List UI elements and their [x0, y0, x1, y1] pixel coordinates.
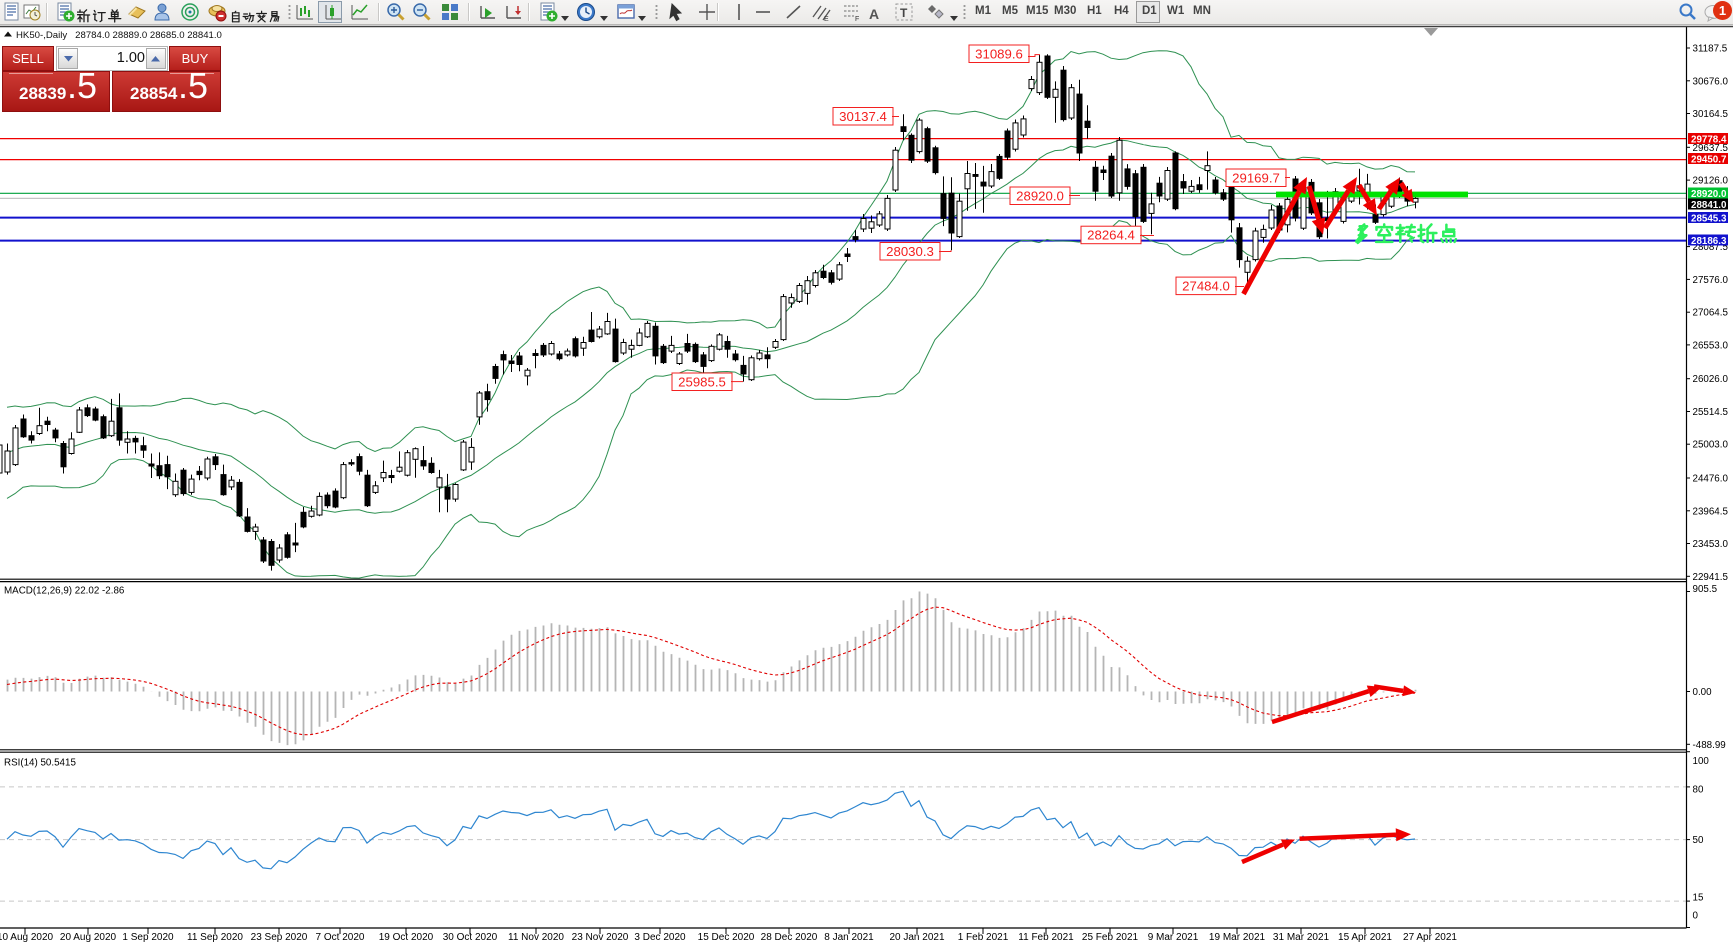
svg-text:23 Sep 2020: 23 Sep 2020 — [251, 932, 308, 943]
svg-text:20 Aug 2020: 20 Aug 2020 — [60, 932, 117, 943]
svg-text:29169.7: 29169.7 — [1232, 171, 1280, 186]
svg-text:27064.5: 27064.5 — [1693, 308, 1729, 319]
svg-text:11 Nov 2020: 11 Nov 2020 — [508, 932, 564, 943]
svg-text:29778.4: 29778.4 — [1691, 134, 1727, 145]
svg-text:29637.5: 29637.5 — [1693, 143, 1729, 154]
svg-text:0: 0 — [1693, 910, 1699, 921]
svg-text:28545.3: 28545.3 — [1691, 213, 1727, 224]
svg-text:E: E — [824, 16, 829, 22]
svg-text:27 Apr 2021: 27 Apr 2021 — [1403, 932, 1457, 943]
svg-text:19 Mar 2021: 19 Mar 2021 — [1209, 932, 1266, 943]
svg-text:28087.5: 28087.5 — [1693, 242, 1729, 253]
svg-text:26553.0: 26553.0 — [1693, 340, 1729, 351]
svg-text:25514.5: 25514.5 — [1693, 407, 1729, 418]
svg-text:28841.0: 28841.0 — [1691, 200, 1727, 211]
svg-text:31089.6: 31089.6 — [975, 47, 1023, 62]
svg-text:15 Apr 2021: 15 Apr 2021 — [1338, 932, 1392, 943]
svg-text:30 Oct 2020: 30 Oct 2020 — [443, 932, 498, 943]
svg-text:26026.0: 26026.0 — [1693, 374, 1729, 385]
svg-text:0.00: 0.00 — [1693, 687, 1713, 698]
svg-text:20 Jan 2021: 20 Jan 2021 — [889, 932, 944, 943]
svg-text:-488.99: -488.99 — [1693, 740, 1726, 751]
svg-text:27576.0: 27576.0 — [1693, 275, 1729, 286]
svg-text:30137.4: 30137.4 — [839, 109, 887, 124]
svg-text:15: 15 — [1693, 893, 1704, 904]
svg-text:19 Oct 2020: 19 Oct 2020 — [379, 932, 434, 943]
svg-text:MACD(12,26,9) 22.02 -2.86: MACD(12,26,9) 22.02 -2.86 — [4, 586, 125, 597]
svg-text:23 Nov 2020: 23 Nov 2020 — [572, 932, 629, 943]
svg-text:8 Jan 2021: 8 Jan 2021 — [824, 932, 874, 943]
svg-text:28920.0: 28920.0 — [1691, 189, 1727, 200]
svg-text:80: 80 — [1693, 785, 1704, 796]
svg-text:23453.0: 23453.0 — [1693, 539, 1729, 550]
svg-text:28 Dec 2020: 28 Dec 2020 — [761, 932, 818, 943]
svg-text:29450.7: 29450.7 — [1691, 154, 1727, 165]
svg-text:905.5: 905.5 — [1693, 584, 1718, 595]
svg-text:1 Feb 2021: 1 Feb 2021 — [958, 932, 1009, 943]
svg-text:30164.5: 30164.5 — [1693, 109, 1729, 120]
svg-text:31 Mar 2021: 31 Mar 2021 — [1273, 932, 1330, 943]
svg-text:F: F — [855, 16, 859, 22]
svg-text:24476.0: 24476.0 — [1693, 474, 1729, 485]
svg-text:25 Feb 2021: 25 Feb 2021 — [1082, 932, 1139, 943]
svg-text:3 Dec 2020: 3 Dec 2020 — [634, 932, 686, 943]
svg-text:23964.5: 23964.5 — [1693, 506, 1729, 517]
svg-text:T: T — [900, 6, 908, 20]
svg-text:27484.0: 27484.0 — [1182, 279, 1230, 294]
svg-text:25003.0: 25003.0 — [1693, 440, 1729, 451]
svg-text:31187.5: 31187.5 — [1693, 44, 1728, 55]
svg-text:25985.5: 25985.5 — [678, 375, 726, 390]
svg-text:7 Oct 2020: 7 Oct 2020 — [316, 932, 365, 943]
svg-text:100: 100 — [1693, 756, 1710, 767]
svg-text:10 Aug 2020: 10 Aug 2020 — [0, 932, 54, 943]
svg-text:28264.4: 28264.4 — [1087, 228, 1135, 243]
svg-text:11 Feb 2021: 11 Feb 2021 — [1018, 932, 1074, 943]
svg-text:28920.0: 28920.0 — [1016, 189, 1064, 204]
svg-text:11 Sep 2020: 11 Sep 2020 — [187, 932, 243, 943]
svg-text:28030.3: 28030.3 — [886, 244, 934, 259]
svg-text:28186.3: 28186.3 — [1691, 236, 1727, 247]
svg-text:50: 50 — [1693, 835, 1704, 846]
svg-text:15 Dec 2020: 15 Dec 2020 — [698, 932, 755, 943]
svg-text:22941.5: 22941.5 — [1693, 572, 1729, 583]
svg-text:29126.0: 29126.0 — [1693, 176, 1729, 187]
svg-text:RSI(14) 50.5415: RSI(14) 50.5415 — [4, 758, 76, 769]
svg-text:30676.0: 30676.0 — [1693, 76, 1729, 87]
svg-text:1 Sep 2020: 1 Sep 2020 — [122, 932, 174, 943]
svg-text:HK50-,Daily 28784.0 28889.0: HK50-,Daily 28784.0 28889.0 28685.0 2884… — [16, 30, 222, 41]
svg-text:9 Mar 2021: 9 Mar 2021 — [1148, 932, 1199, 943]
